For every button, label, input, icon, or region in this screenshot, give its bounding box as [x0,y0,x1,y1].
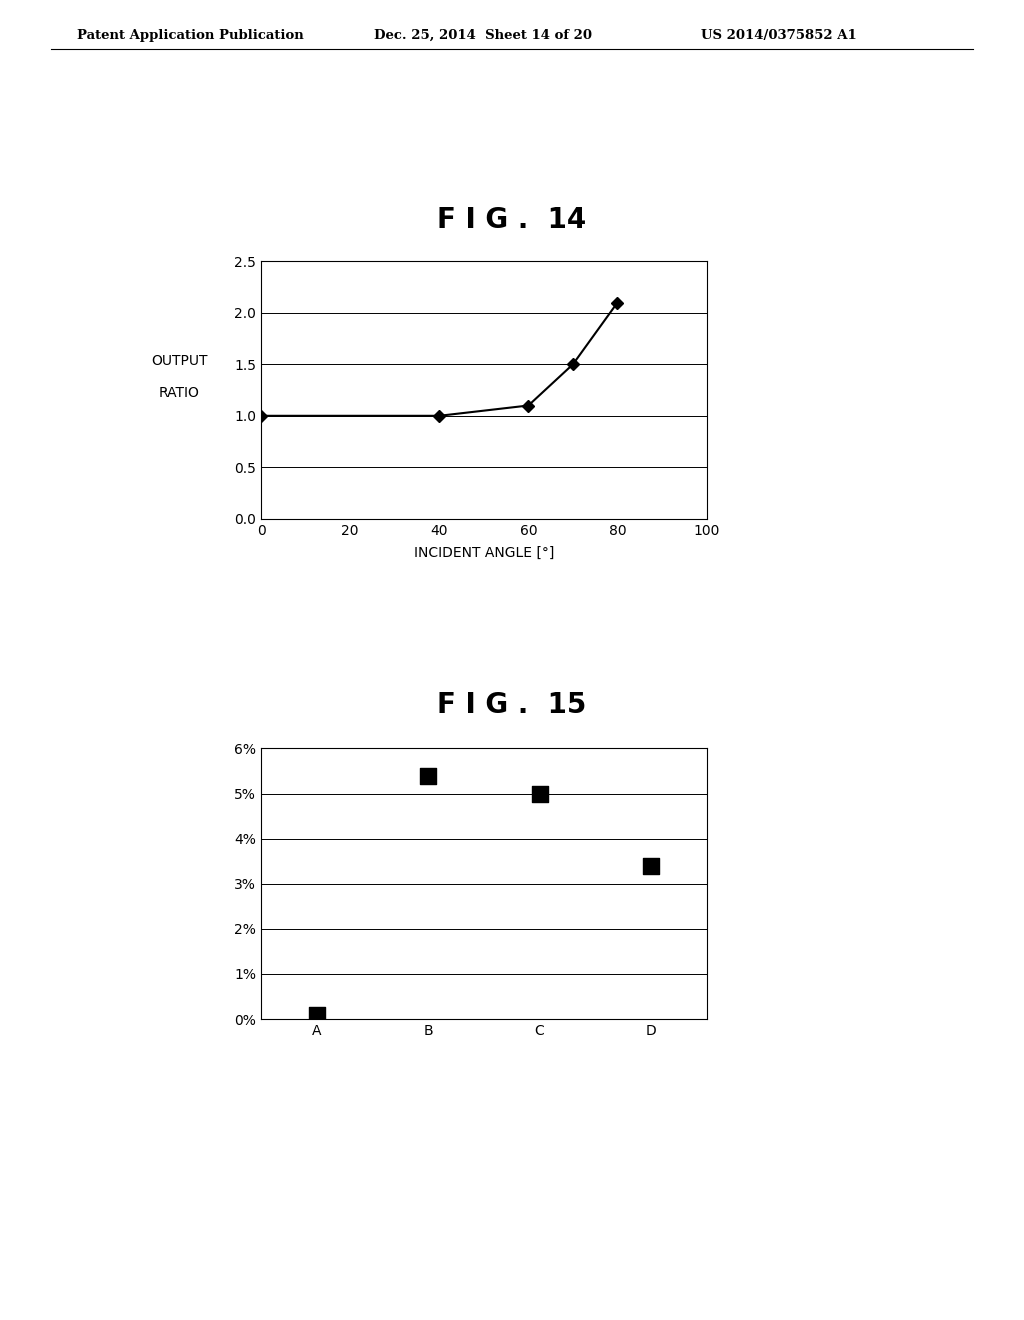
Text: Dec. 25, 2014  Sheet 14 of 20: Dec. 25, 2014 Sheet 14 of 20 [374,29,592,42]
Text: Patent Application Publication: Patent Application Publication [77,29,303,42]
Text: US 2014/0375852 A1: US 2014/0375852 A1 [701,29,857,42]
Text: RATIO: RATIO [159,385,200,400]
Text: F I G .  14: F I G . 14 [437,206,587,235]
Text: F I G .  15: F I G . 15 [437,690,587,719]
Text: OUTPUT: OUTPUT [151,354,208,368]
Point [308,1005,325,1026]
Point [420,766,436,787]
Point [643,855,659,876]
X-axis label: INCIDENT ANGLE [°]: INCIDENT ANGLE [°] [414,546,554,560]
Point [531,783,548,804]
